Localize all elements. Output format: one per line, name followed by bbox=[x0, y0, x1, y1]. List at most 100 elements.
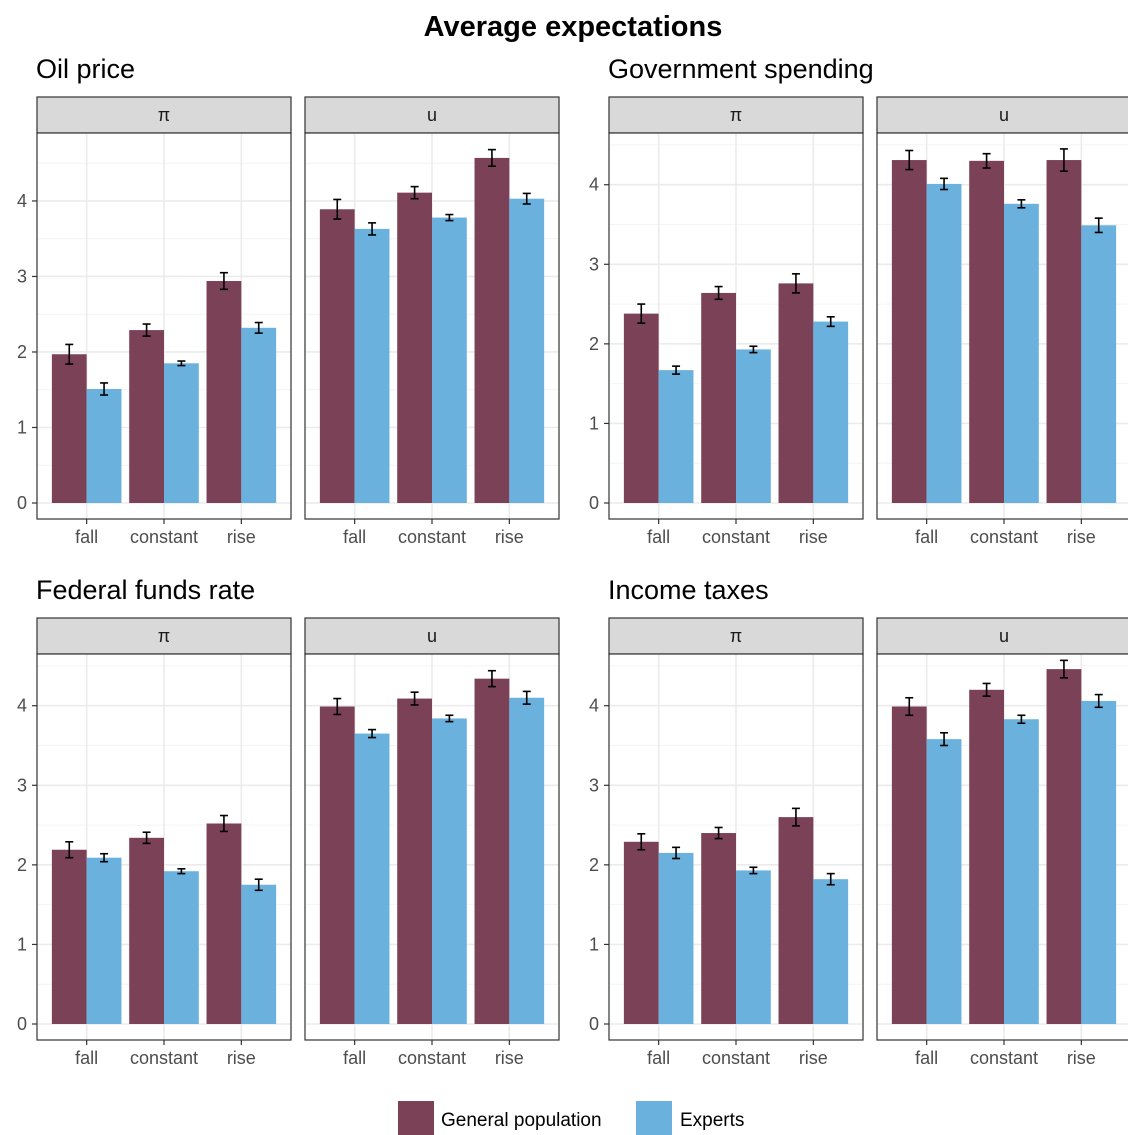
panel-border bbox=[876, 132, 1128, 520]
x-tick-label: constant bbox=[130, 1048, 198, 1068]
panel-border bbox=[876, 653, 1128, 1041]
group-title: Government spending bbox=[608, 54, 874, 84]
bar bbox=[354, 733, 390, 1024]
panel-border bbox=[608, 653, 864, 1041]
facet-strip bbox=[304, 617, 560, 655]
chart-group: Federal funds rate π fall constant rise 0 1 2 3 4… bbox=[17, 575, 560, 1068]
y-tick-label: 1 bbox=[589, 934, 599, 954]
x-tick-label: constant bbox=[702, 1048, 770, 1068]
bar bbox=[319, 706, 355, 1024]
facet-strip-label: u bbox=[999, 626, 1009, 646]
facet-panel: u fall constant rise bbox=[304, 617, 560, 1068]
panel-border bbox=[36, 132, 292, 520]
y-tick-label: 1 bbox=[17, 934, 27, 954]
bar bbox=[241, 327, 277, 503]
bar bbox=[701, 292, 736, 503]
group-title: Income taxes bbox=[608, 575, 769, 605]
bar bbox=[397, 192, 432, 503]
bar bbox=[736, 870, 771, 1024]
bar bbox=[354, 228, 390, 504]
facet-panel: π fall constant rise 0 1 2 3 4 bbox=[17, 96, 292, 547]
bar bbox=[86, 857, 122, 1024]
x-tick-label: constant bbox=[970, 1048, 1038, 1068]
x-tick-label: fall bbox=[343, 1048, 366, 1068]
bar bbox=[701, 833, 736, 1024]
bar bbox=[51, 354, 87, 503]
chart-group: Income taxes π fall constant rise 0 1 2 3 4 u fall c… bbox=[589, 575, 1128, 1068]
legend: General population Experts bbox=[398, 1101, 744, 1135]
facet-strip bbox=[304, 96, 560, 134]
bar bbox=[891, 706, 927, 1024]
bar bbox=[658, 852, 694, 1024]
facet-strip-label: u bbox=[427, 626, 437, 646]
chart-group: Government spending π fall constant rise 0 1 2 3… bbox=[589, 54, 1128, 547]
facet-panel: u fall constant rise bbox=[876, 96, 1128, 547]
x-tick-label: rise bbox=[1067, 527, 1096, 547]
bar bbox=[509, 198, 545, 503]
bar bbox=[509, 697, 545, 1024]
y-tick-label: 4 bbox=[17, 696, 27, 716]
y-tick-label: 4 bbox=[589, 175, 599, 195]
x-tick-label: constant bbox=[970, 527, 1038, 547]
chart-group: Oil price π fall constant rise 0 1 2 3 4 u fall cons… bbox=[17, 54, 560, 547]
facet-strip-label: u bbox=[999, 105, 1009, 125]
facet-strip-label: π bbox=[730, 626, 742, 646]
bar bbox=[474, 678, 510, 1024]
legend-label: Experts bbox=[680, 1110, 744, 1131]
x-tick-label: fall bbox=[75, 527, 98, 547]
chart-groups: Oil price π fall constant rise 0 1 2 3 4 u fall cons… bbox=[17, 54, 1128, 1068]
bar bbox=[658, 370, 694, 503]
facet-panel: π fall constant rise 0 1 2 3 4 bbox=[17, 617, 292, 1068]
y-tick-label: 0 bbox=[589, 1014, 599, 1034]
facet-strip-label: π bbox=[730, 105, 742, 125]
legend-label: General population bbox=[441, 1110, 602, 1131]
bar bbox=[1046, 160, 1082, 503]
facet-panel: u fall constant rise bbox=[876, 617, 1128, 1068]
x-tick-label: fall bbox=[915, 1048, 938, 1068]
facet-strip-label: u bbox=[427, 105, 437, 125]
bar bbox=[319, 209, 355, 503]
bar bbox=[206, 823, 242, 1024]
bar bbox=[623, 841, 659, 1024]
y-tick-label: 1 bbox=[589, 413, 599, 433]
bar bbox=[926, 739, 962, 1024]
y-tick-label: 0 bbox=[17, 1014, 27, 1034]
x-tick-label: rise bbox=[495, 1048, 524, 1068]
facet-panel: π fall constant rise 0 1 2 3 4 bbox=[589, 96, 864, 547]
x-tick-label: fall bbox=[647, 527, 670, 547]
x-tick-label: constant bbox=[398, 1048, 466, 1068]
bar bbox=[1081, 225, 1117, 503]
bar bbox=[736, 349, 771, 503]
bar bbox=[51, 849, 87, 1024]
panel-border bbox=[304, 653, 560, 1041]
bar bbox=[474, 157, 510, 503]
facet-panel: π fall constant rise 0 1 2 3 4 bbox=[589, 617, 864, 1068]
y-tick-label: 0 bbox=[17, 493, 27, 513]
y-tick-label: 1 bbox=[17, 417, 27, 437]
bar bbox=[926, 183, 962, 503]
y-tick-label: 2 bbox=[589, 334, 599, 354]
y-tick-label: 4 bbox=[17, 191, 27, 211]
x-tick-label: fall bbox=[647, 1048, 670, 1068]
y-tick-label: 0 bbox=[589, 493, 599, 513]
group-title: Federal funds rate bbox=[36, 575, 255, 605]
bar bbox=[969, 160, 1004, 503]
bar bbox=[778, 817, 814, 1024]
bar bbox=[206, 281, 242, 503]
bar bbox=[813, 879, 849, 1024]
facet-strip bbox=[608, 96, 864, 134]
bar bbox=[1004, 203, 1039, 503]
x-tick-label: rise bbox=[227, 1048, 256, 1068]
x-tick-label: rise bbox=[227, 527, 256, 547]
y-tick-label: 3 bbox=[589, 775, 599, 795]
y-tick-label: 3 bbox=[17, 775, 27, 795]
bar bbox=[969, 689, 1004, 1024]
x-tick-label: rise bbox=[799, 1048, 828, 1068]
facet-strip bbox=[36, 96, 292, 134]
bar bbox=[241, 884, 277, 1024]
x-tick-label: constant bbox=[702, 527, 770, 547]
bar bbox=[813, 321, 849, 503]
facet-strip bbox=[876, 617, 1128, 655]
y-tick-label: 2 bbox=[17, 855, 27, 875]
legend-swatch bbox=[636, 1101, 672, 1135]
